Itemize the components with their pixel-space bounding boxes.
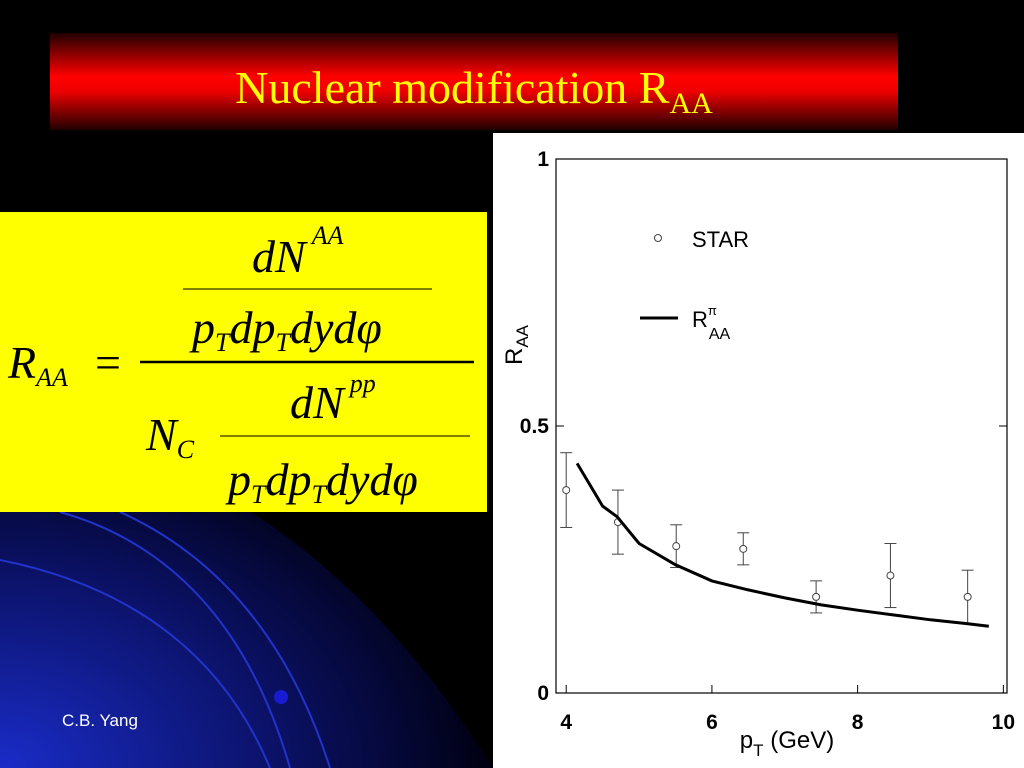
chart-panel [493, 133, 1024, 768]
legend-text: STAR [692, 227, 749, 252]
x-tick-label: 10 [992, 711, 1015, 734]
data-point [812, 592, 821, 601]
x-axis-label: pT (GeV) [740, 727, 834, 760]
formula-sub: C [177, 435, 195, 464]
formula: RAA = dN AA pTdpTdydφ NC dN pp pTdpTdydφ [7, 221, 474, 509]
title-bar [50, 33, 898, 130]
axis-label-text: R [501, 348, 528, 365]
formula-text: dN [252, 231, 308, 282]
formula-denominator: pTdpTdydφ [225, 454, 418, 509]
data-point [739, 544, 748, 553]
slide-title: Nuclear modification RAA [235, 62, 713, 120]
formula-sub: T [275, 328, 291, 357]
formula-numerator: dN AA [252, 221, 344, 282]
y-tick-label: 1 [537, 148, 549, 171]
formula-sub: T [311, 480, 327, 509]
data-point [963, 592, 972, 601]
formula-equals: = [95, 337, 121, 388]
legend-swatch [654, 234, 662, 242]
legend-sub: AA [709, 326, 731, 343]
formula-sub: T [215, 328, 231, 357]
formula-factor: NC [145, 409, 195, 464]
formula-sub: T [251, 480, 267, 509]
legend-label: Rπ AA [692, 303, 731, 343]
axis-label-sub: T [753, 741, 763, 760]
formula-sup: AA [310, 221, 344, 250]
plot: 0 0.5 1 4 6 8 10 STAR Rπ AA [520, 148, 1015, 734]
formula-sup: pp [348, 369, 376, 398]
axis-label-text: (GeV) [764, 727, 835, 754]
data-point [562, 486, 571, 495]
formula-text: dydφ [326, 454, 418, 505]
axis-label-sub: AA [513, 324, 532, 347]
title-text: Nuclear modification R [235, 62, 670, 113]
formula-text: dp [265, 454, 311, 505]
decor-arcs [0, 511, 331, 768]
formula-text: dp [229, 302, 275, 353]
author: C.B. Yang [62, 711, 138, 730]
data-line [575, 462, 989, 628]
x-tick-label: 8 [852, 711, 864, 734]
formula-text: p [189, 302, 215, 353]
axis-label-text: p [740, 727, 753, 754]
data-point [886, 571, 895, 580]
y-tick-label: 0.5 [520, 415, 550, 438]
data-point [672, 542, 681, 551]
legend-text: R [692, 307, 708, 332]
title-sub: AA [669, 87, 713, 120]
formula-lhs: RAA [7, 337, 68, 392]
formula-numerator: dN pp [290, 369, 376, 428]
formula-text: R [7, 337, 36, 388]
y-axis-label: RAA [501, 324, 532, 365]
formula-text: p [225, 454, 251, 505]
formula-text: N [145, 409, 179, 460]
decor-dot [274, 690, 288, 704]
x-tick-label: 4 [560, 711, 572, 734]
formula-text: dN [290, 377, 346, 428]
x-tick-label: 6 [706, 711, 718, 734]
legend-sup: π [708, 303, 717, 318]
formula-denominator: pTdpTdydφ [189, 302, 382, 357]
formula-text: dydφ [290, 302, 382, 353]
formula-sub: AA [34, 363, 68, 392]
legend-label: STAR [692, 227, 749, 252]
y-tick-label: 0 [537, 682, 549, 705]
